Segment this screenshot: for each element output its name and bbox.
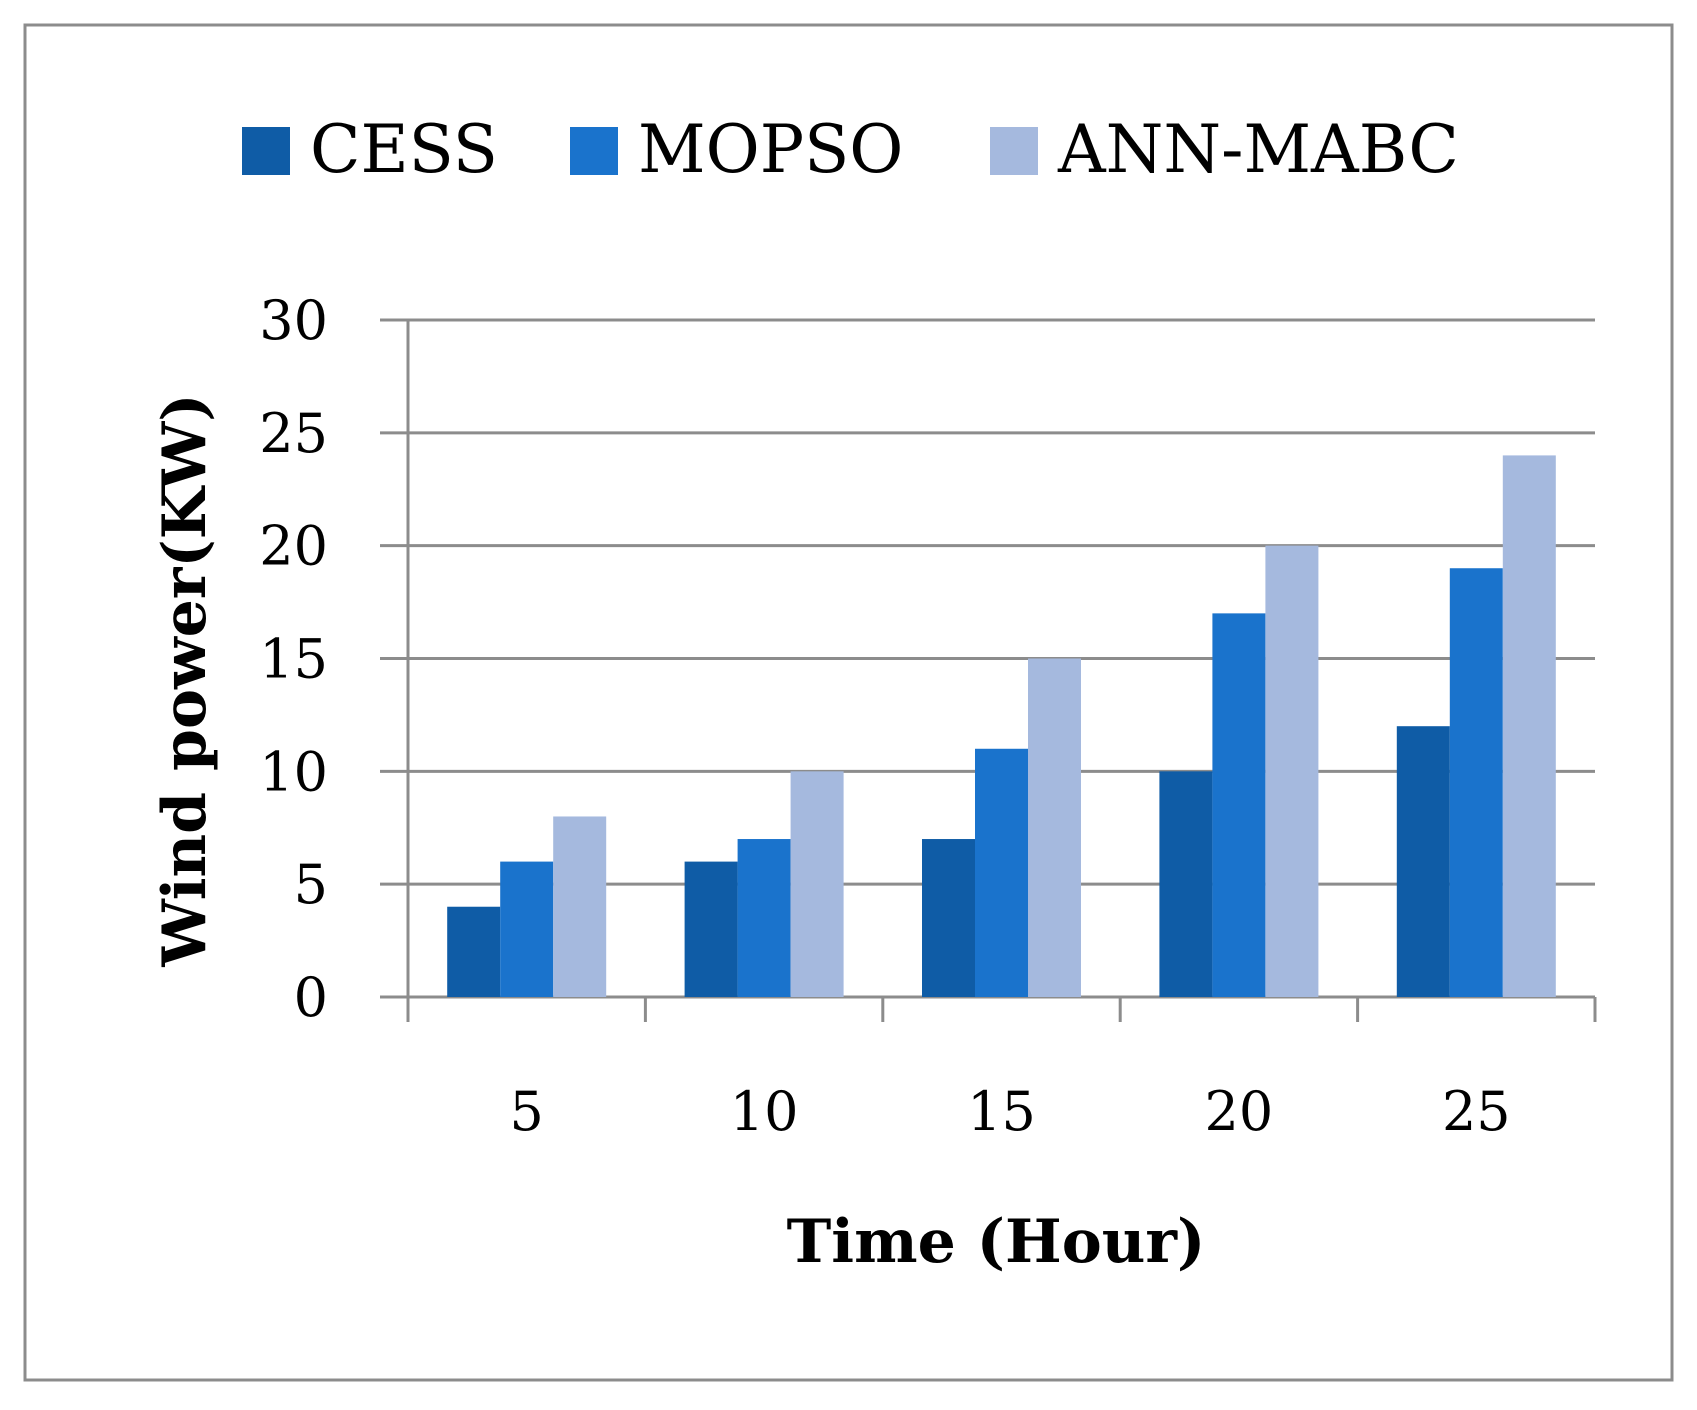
legend-label-mopso: MOPSO xyxy=(638,111,903,188)
bar-mopso-5 xyxy=(500,861,554,997)
y-tick-label-0: 0 xyxy=(294,966,328,1029)
y-tick-label-20: 20 xyxy=(259,515,328,578)
legend: CESS MOPSO ANN-MABC xyxy=(242,111,1459,188)
bar-cess-15 xyxy=(922,839,975,997)
bar-cess-25 xyxy=(1396,726,1450,997)
chart-frame xyxy=(23,23,1674,1382)
bar-ann-mabc-15 xyxy=(1028,658,1081,997)
y-tick-label-30: 30 xyxy=(259,289,328,352)
legend-label-cess: CESS xyxy=(310,111,498,188)
bar-ann-mabc-20 xyxy=(1265,545,1319,997)
legend-swatch-cess xyxy=(242,127,290,175)
y-tick-label-5: 5 xyxy=(294,853,328,916)
y-tick-label-25: 25 xyxy=(259,402,328,465)
bar-mopso-20 xyxy=(1212,613,1266,997)
y-axis-title: Wind power(KW) xyxy=(150,393,220,967)
legend-label-ann-mabc: ANN-MABC xyxy=(1057,111,1459,188)
y-tick-label-10: 10 xyxy=(259,740,328,803)
legend-swatch-mopso xyxy=(570,127,618,175)
bar-cess-10 xyxy=(684,861,738,997)
x-tick-label-10: 10 xyxy=(730,1080,799,1143)
x-tick-label-15: 15 xyxy=(967,1080,1036,1143)
x-tick-labels: 5 10 15 20 25 xyxy=(510,1080,1511,1143)
bar-mopso-25 xyxy=(1449,568,1503,997)
bar-ann-mabc-25 xyxy=(1502,455,1556,997)
bar-mopso-15 xyxy=(975,748,1028,997)
bar-cess-5 xyxy=(447,906,501,997)
x-tick-label-20: 20 xyxy=(1205,1080,1274,1143)
x-axis-title: Time (Hour) xyxy=(787,1207,1206,1277)
legend-swatch-ann-mabc xyxy=(990,127,1038,175)
x-tick-label-25: 25 xyxy=(1442,1080,1511,1143)
bar-ann-mabc-5 xyxy=(553,816,607,997)
y-tick-label-15: 15 xyxy=(259,628,328,691)
bars xyxy=(447,455,1556,997)
bar-cess-20 xyxy=(1159,771,1213,997)
bar-mopso-10 xyxy=(737,839,791,997)
bar-ann-mabc-10 xyxy=(790,771,844,997)
y-tick-labels: 0 5 10 15 20 25 30 xyxy=(259,289,328,1029)
x-tick-label-5: 5 xyxy=(510,1080,544,1143)
